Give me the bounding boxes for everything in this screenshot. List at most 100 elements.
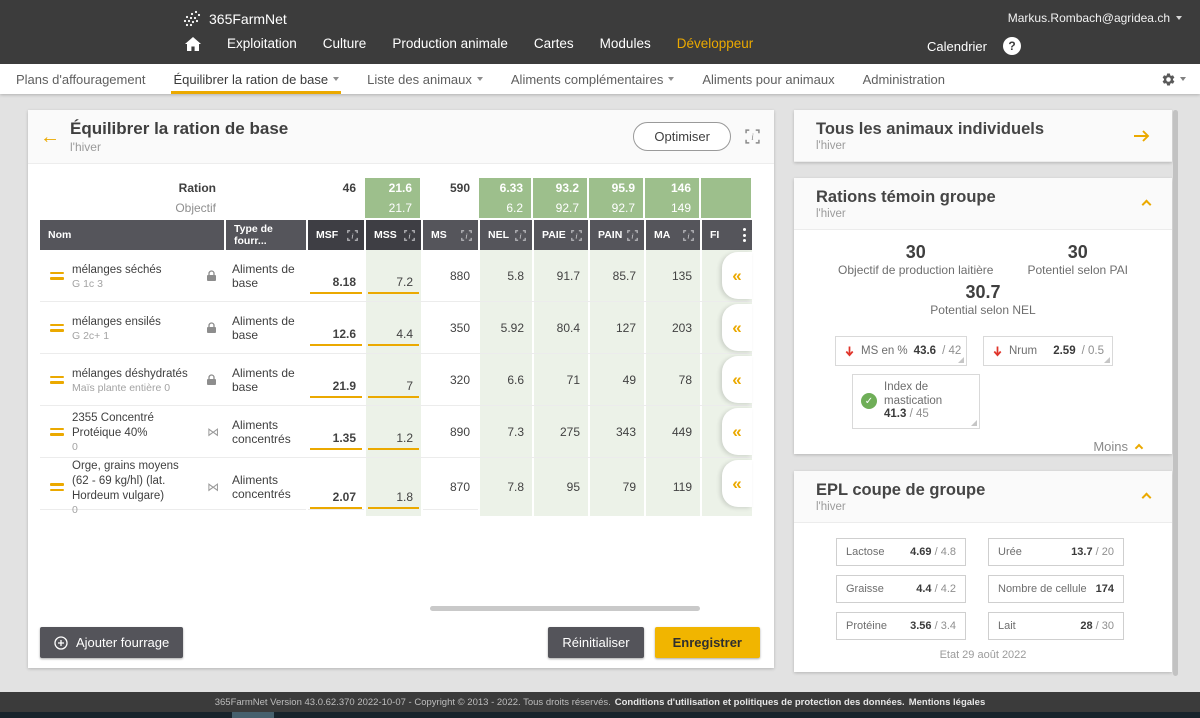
all-animals-card[interactable]: Tous les animaux individuels l'hiver: [794, 110, 1172, 162]
mss-input[interactable]: 1.8: [368, 490, 419, 509]
mss-input[interactable]: 1.2: [368, 431, 419, 450]
help-icon[interactable]: ?: [1003, 37, 1021, 55]
ration-panel-header: ← Équilibrer la ration de base l'hiver O…: [28, 110, 774, 164]
feed-type: Aliments de base: [232, 313, 295, 342]
nel-value: 5.8: [478, 250, 532, 301]
col-label: Nom: [48, 229, 72, 241]
unlock-mix-icon[interactable]: ⋈: [207, 424, 219, 439]
msf-input[interactable]: 12.6: [310, 327, 362, 346]
unlock-mix-icon[interactable]: ⋈: [207, 480, 219, 494]
drag-handle-icon[interactable]: [50, 323, 64, 332]
legal-link[interactable]: Mentions légales: [908, 696, 986, 708]
ma-value: 135: [644, 250, 700, 301]
calendar-link[interactable]: Calendrier: [927, 38, 987, 54]
show-less-link[interactable]: Moins: [794, 439, 1172, 454]
home-icon[interactable]: [185, 36, 201, 51]
msf-input[interactable]: 8.18: [310, 275, 362, 294]
add-feed-button[interactable]: Ajouter fourrage: [40, 627, 184, 658]
col-type[interactable]: Type de fourr...: [224, 220, 306, 250]
collapse-row-chevrons[interactable]: «: [722, 356, 752, 403]
metric-label: Index de: [884, 381, 929, 393]
tab-label: Administration: [862, 71, 945, 87]
column-info-icon[interactable]: i: [515, 229, 526, 241]
summary-pain-ration: 95.9: [611, 181, 635, 195]
collapse-row-chevrons[interactable]: «: [722, 304, 752, 351]
nav-modules[interactable]: Modules: [599, 36, 651, 51]
terms-link[interactable]: Conditions d'utilisation et politiques d…: [614, 696, 905, 708]
nav-exploitation[interactable]: Exploitation: [227, 36, 297, 51]
collapse-chevron-up-icon[interactable]: [1141, 195, 1152, 213]
optimize-button[interactable]: Optimiser: [633, 122, 731, 151]
page-subtitle: l'hiver: [70, 140, 101, 154]
collapse-row-chevrons[interactable]: «: [722, 460, 752, 507]
column-info-icon[interactable]: i: [461, 229, 472, 241]
column-info-icon[interactable]: i: [571, 229, 582, 241]
lock-icon[interactable]: [206, 269, 220, 282]
col-ms[interactable]: MS i: [421, 220, 478, 250]
less-label: Moins: [1093, 438, 1128, 454]
msf-input[interactable]: 2.07: [310, 490, 362, 509]
drag-handle-icon[interactable]: [50, 427, 64, 436]
stat-label: Potentiel selon PAI: [1027, 263, 1128, 277]
col-paie[interactable]: PAIE i: [532, 220, 588, 250]
nav-production-animale[interactable]: Production animale: [392, 36, 508, 51]
pain-value: 343: [588, 406, 644, 457]
drag-handle-icon[interactable]: [50, 375, 64, 384]
tab-liste-animaux[interactable]: Liste des animaux: [367, 64, 483, 94]
expand-info-icon[interactable]: i: [745, 129, 760, 144]
settings-gear-menu[interactable]: [1161, 72, 1186, 87]
column-info-icon[interactable]: i: [404, 229, 415, 241]
vertical-scrollbar[interactable]: [1173, 110, 1178, 676]
collapse-row-chevrons[interactable]: «: [722, 252, 752, 299]
lock-icon[interactable]: [206, 321, 220, 334]
col-mss[interactable]: MSS i: [364, 220, 421, 250]
drag-handle-icon[interactable]: [50, 271, 64, 280]
column-info-icon[interactable]: i: [347, 229, 358, 241]
user-menu[interactable]: Markus.Rombach@agridea.ch: [1008, 11, 1182, 25]
save-button[interactable]: Enregistrer: [654, 627, 760, 658]
tab-aliments-complementaires[interactable]: Aliments complémentaires: [511, 64, 675, 94]
col-ma[interactable]: MA i: [644, 220, 700, 250]
column-info-icon[interactable]: i: [683, 229, 694, 241]
tab-administration[interactable]: Administration: [863, 64, 945, 94]
metric-target: / 0.5: [1081, 345, 1104, 357]
arrow-right-icon[interactable]: [1133, 129, 1150, 142]
brand-logo[interactable]: 365FarmNet: [182, 10, 287, 28]
version-text: 365FarmNet Version 43.0.62.370 2022-10-0…: [214, 696, 611, 708]
col-nel[interactable]: NEL i: [478, 220, 532, 250]
tab-label: Plans d'affouragement: [16, 71, 146, 87]
tab-aliments-animaux[interactable]: Aliments pour animaux: [702, 64, 834, 94]
collapse-chevron-up-icon[interactable]: [1141, 488, 1152, 506]
mss-input[interactable]: 4.4: [368, 327, 419, 346]
mss-input[interactable]: 7.2: [368, 275, 419, 294]
nav-developpeur[interactable]: Développeur: [676, 36, 754, 51]
col-fi[interactable]: FI: [700, 220, 752, 250]
feed-name: Orge, grains moyens (62 - 69 kg/hl) (lat…: [72, 460, 179, 502]
collapse-row-chevrons[interactable]: «: [722, 408, 752, 455]
nav-cartes[interactable]: Cartes: [533, 36, 574, 51]
col-msf[interactable]: MSF i: [306, 220, 364, 250]
column-menu-kebab-icon[interactable]: [743, 228, 746, 242]
table-actions: Ajouter fourrage Réinitialiser Enregistr…: [40, 627, 760, 658]
reset-button[interactable]: Réinitialiser: [548, 627, 644, 658]
stat-value: 30.7: [965, 282, 1001, 302]
stat-label: Objectif de production laitière: [838, 263, 994, 277]
metric-value: 4.4: [916, 583, 932, 595]
back-arrow-icon[interactable]: ←: [40, 125, 60, 148]
msf-input[interactable]: 21.9: [310, 379, 362, 398]
tab-plans-affouragement[interactable]: Plans d'affouragement: [16, 64, 145, 94]
col-nom[interactable]: Nom: [40, 220, 224, 250]
horizontal-scrollbar[interactable]: [430, 606, 700, 611]
column-info-icon[interactable]: i: [627, 229, 638, 241]
metric-value: 13.7: [1071, 546, 1093, 558]
drag-handle-icon[interactable]: [50, 483, 64, 491]
feed-type: Aliments concentrés: [232, 473, 291, 501]
nav-culture[interactable]: Culture: [322, 36, 367, 51]
col-pain[interactable]: PAIN i: [588, 220, 644, 250]
lock-icon[interactable]: [206, 373, 220, 386]
tab-equilibrer-ration[interactable]: Équilibrer la ration de base: [171, 64, 341, 94]
msf-input[interactable]: 1.35: [310, 431, 362, 450]
arrow-down-red-icon: [844, 345, 855, 358]
metric-value: 4.69: [910, 546, 932, 558]
mss-input[interactable]: 7: [368, 379, 419, 398]
